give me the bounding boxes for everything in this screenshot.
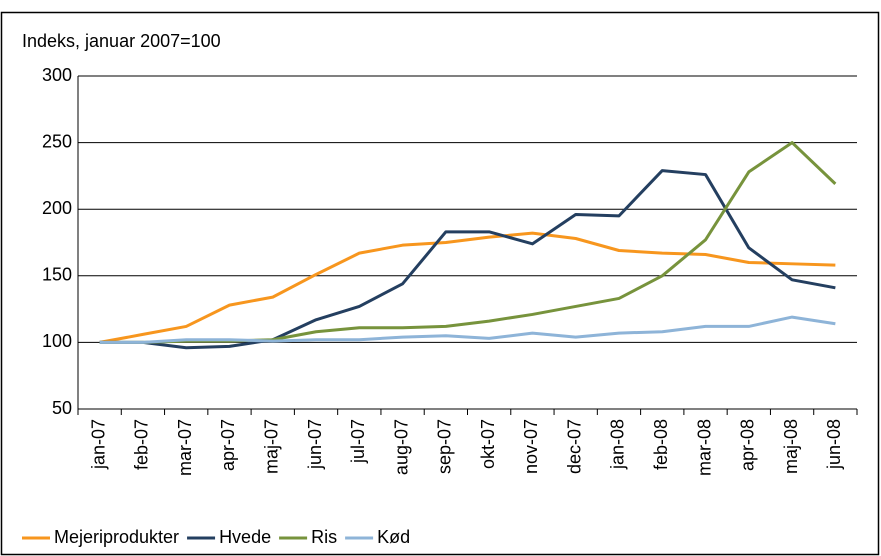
x-tick-label: jul-07 [348, 419, 368, 464]
chart-border [0, 11, 880, 556]
y-tick-label: 50 [52, 398, 72, 418]
line-series [99, 315, 836, 344]
x-tick-label: nov-07 [521, 419, 541, 474]
x-tick-label: jan-07 [88, 419, 108, 470]
x-tick-label: aug-07 [391, 419, 411, 475]
x-tick-label: apr-07 [218, 419, 238, 471]
x-tick-label: jun-07 [305, 419, 325, 470]
x-tick-label: apr-08 [738, 419, 758, 471]
x-tick-label: sep-07 [435, 419, 455, 474]
legend-label: Ris [311, 527, 337, 547]
legend-label: Hvede [219, 527, 271, 547]
y-axis-label: Indeks, januar 2007=100 [22, 31, 221, 51]
x-tick-label: jun-08 [824, 419, 844, 470]
x-tick-label: mar-07 [175, 419, 195, 476]
line-series [99, 141, 837, 344]
y-tick-label: 150 [42, 265, 72, 285]
y-tick-label: 100 [42, 331, 72, 351]
y-tick-label: 200 [42, 198, 72, 218]
x-tick-label: maj-07 [262, 419, 282, 474]
line-series [99, 231, 836, 344]
x-tick-label: okt-07 [478, 419, 498, 469]
x-tick-label: maj-08 [781, 419, 801, 474]
line-series [99, 169, 836, 350]
y-tick-label: 300 [42, 65, 72, 85]
x-tick-label: mar-08 [694, 419, 714, 476]
x-tick-label: feb-07 [132, 419, 152, 470]
y-tick-label: 250 [42, 131, 72, 151]
legend-label: Mejeriprodukter [54, 527, 179, 547]
x-tick-label: dec-07 [564, 419, 584, 474]
legend-label: Kød [377, 527, 410, 547]
x-tick-label: jan-08 [608, 419, 628, 470]
x-tick-label: feb-08 [651, 419, 671, 470]
